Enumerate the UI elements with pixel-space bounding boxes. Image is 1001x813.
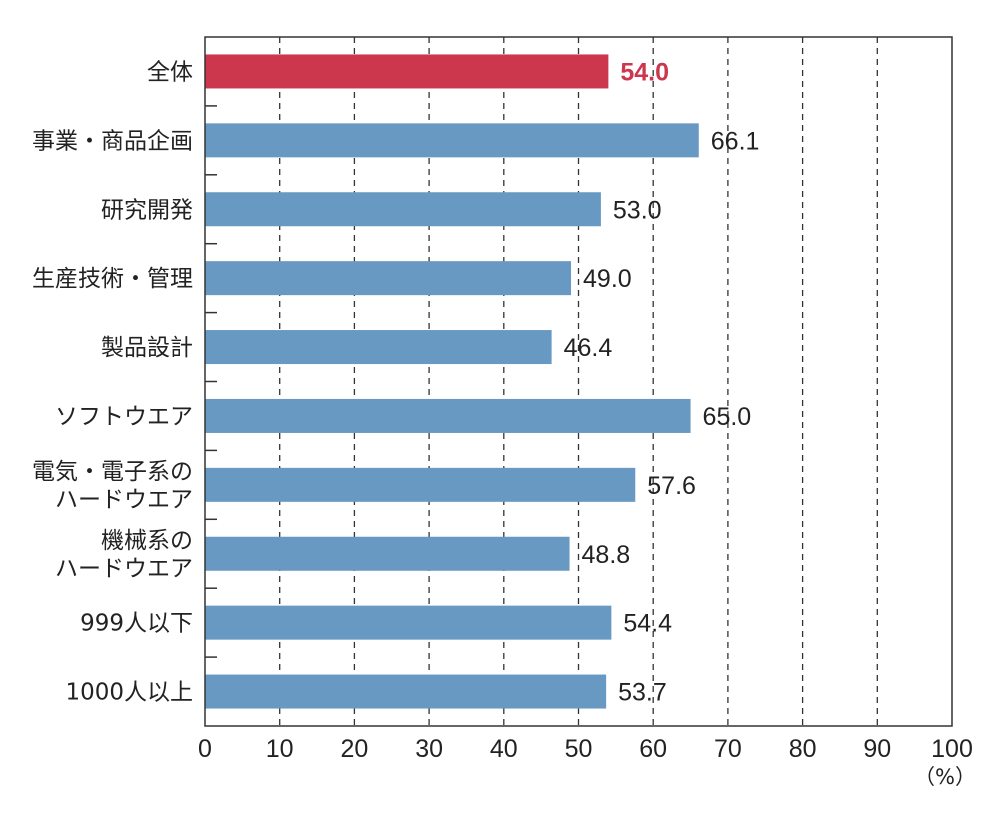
bars xyxy=(205,54,699,709)
value-labels: 54.0 66.1 53.0 49.0 46.4 65.0 57.6 48.8 54.4 53.7 xyxy=(564,58,760,706)
x-tick-label: 10 xyxy=(266,735,294,763)
category-label: ソフトウエア xyxy=(55,404,193,430)
data-label: 66.1 xyxy=(711,127,760,155)
y-axis-ticks xyxy=(205,105,217,658)
x-axis-unit-label: （%） xyxy=(914,765,976,789)
bar xyxy=(205,674,607,709)
bar xyxy=(205,123,699,158)
x-tick-label: 80 xyxy=(789,735,817,763)
bar xyxy=(205,330,552,365)
data-label: 53.7 xyxy=(618,679,667,707)
x-tick-label: 20 xyxy=(340,735,368,763)
category-label: 電気・電子系の xyxy=(32,459,193,485)
bar xyxy=(205,605,612,640)
category-label: 事業・商品企画 xyxy=(32,128,193,154)
bar xyxy=(205,192,601,227)
x-tick-label: 50 xyxy=(565,735,593,763)
x-tick-label: 0 xyxy=(198,735,212,763)
bar xyxy=(205,536,570,571)
category-label: ハードウエア xyxy=(55,487,193,513)
x-tick-label: 30 xyxy=(415,735,443,763)
category-label: ハードウエア xyxy=(55,556,193,582)
x-tick-label: 70 xyxy=(714,735,742,763)
category-label: 生産技術・管理 xyxy=(32,266,193,292)
bar xyxy=(205,261,572,296)
x-tick-label: 60 xyxy=(639,735,667,763)
category-label: 機械系の xyxy=(101,528,193,554)
bar xyxy=(205,467,636,502)
category-label: 1000人以上 xyxy=(65,680,193,706)
x-tick-label: 40 xyxy=(490,735,518,763)
data-label: 54.0 xyxy=(620,58,669,86)
category-labels: 全体事業・商品企画研究開発生産技術・管理製品設計ソフトウエア電気・電子系のハード… xyxy=(32,59,193,705)
data-label: 65.0 xyxy=(703,403,752,431)
bar xyxy=(205,54,609,89)
x-tick-label: 90 xyxy=(863,735,891,763)
data-label: 46.4 xyxy=(564,334,613,362)
category-label: 全体 xyxy=(147,59,193,85)
data-label: 54.4 xyxy=(623,610,672,638)
x-tick-label: 100 xyxy=(931,735,973,763)
x-axis-tick-labels: 0 10 20 30 40 50 60 70 80 90 100 xyxy=(198,735,973,763)
category-label: 999人以下 xyxy=(80,611,193,637)
data-label: 53.0 xyxy=(613,196,662,224)
data-label: 48.8 xyxy=(582,541,631,569)
data-label: 49.0 xyxy=(583,265,632,293)
category-label: 製品設計 xyxy=(101,335,193,361)
category-label: 研究開発 xyxy=(101,197,193,223)
data-label: 57.6 xyxy=(647,472,696,500)
bar xyxy=(205,398,691,433)
